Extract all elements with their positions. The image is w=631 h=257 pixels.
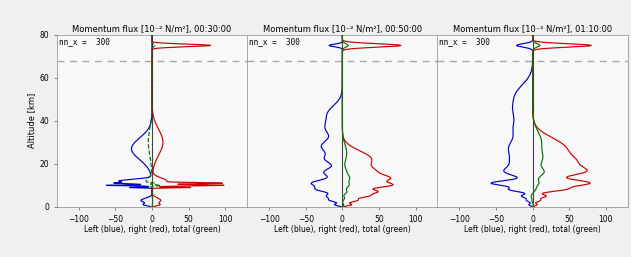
X-axis label: Left (blue), right (red), total (green): Left (blue), right (red), total (green)	[464, 225, 601, 234]
X-axis label: Left (blue), right (red), total (green): Left (blue), right (red), total (green)	[83, 225, 220, 234]
Text: nn_x =  300: nn_x = 300	[249, 37, 300, 46]
Title: Momentum flux [10⁻² N/m²], 00:30:00: Momentum flux [10⁻² N/m²], 00:30:00	[73, 25, 232, 34]
Text: nn_x =  300: nn_x = 300	[59, 37, 110, 46]
Title: Momentum flux [10⁻² N/m²], 00:50:00: Momentum flux [10⁻² N/m²], 00:50:00	[262, 25, 422, 34]
X-axis label: Left (blue), right (red), total (green): Left (blue), right (red), total (green)	[274, 225, 411, 234]
Text: nn_x =  300: nn_x = 300	[439, 37, 490, 46]
Y-axis label: Altitude [km]: Altitude [km]	[28, 93, 37, 148]
Title: Momentum flux [10⁻² N/m²], 01:10:00: Momentum flux [10⁻² N/m²], 01:10:00	[453, 25, 612, 34]
